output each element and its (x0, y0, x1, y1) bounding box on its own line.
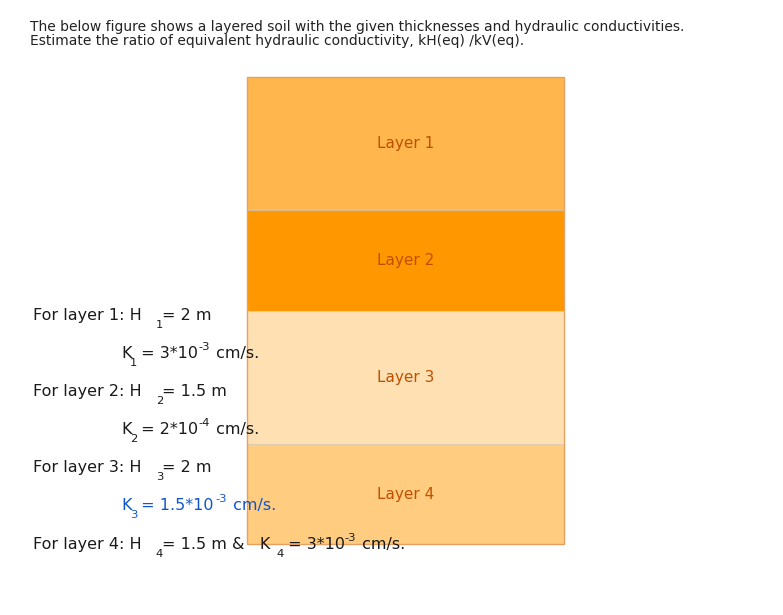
Text: For layer 3: H: For layer 3: H (33, 460, 142, 475)
Text: The below figure shows a layered soil with the given thicknesses and hydraulic c: The below figure shows a layered soil wi… (30, 20, 684, 34)
Text: Layer 3: Layer 3 (377, 370, 434, 385)
Text: 4: 4 (276, 549, 283, 558)
Text: cm/s.: cm/s. (228, 498, 276, 514)
Text: K: K (121, 498, 132, 514)
Text: 1: 1 (156, 320, 163, 330)
Text: = 1.5*10: = 1.5*10 (136, 498, 214, 514)
Bar (247, 77, 564, 210)
Text: = 1.5 m &   K: = 1.5 m & K (162, 536, 271, 552)
Text: 4: 4 (156, 549, 163, 558)
Text: Estimate the ratio of equivalent hydraulic conductivity, kH(eq) /kV(eq).: Estimate the ratio of equivalent hydraul… (30, 34, 524, 48)
Text: = 1.5 m: = 1.5 m (162, 384, 227, 399)
Text: For layer 1: H: For layer 1: H (33, 308, 142, 323)
Text: = 3*10: = 3*10 (283, 536, 345, 552)
Bar (247, 311, 564, 444)
Text: K: K (121, 346, 132, 361)
Text: 1: 1 (130, 358, 137, 368)
Text: 2: 2 (156, 396, 163, 406)
Text: 3: 3 (156, 472, 163, 482)
Text: -3: -3 (345, 533, 355, 542)
Text: -4: -4 (198, 418, 209, 428)
Text: cm/s.: cm/s. (211, 346, 259, 361)
Text: 3: 3 (130, 510, 138, 520)
Text: = 2*10: = 2*10 (136, 422, 199, 437)
Text: -3: -3 (215, 494, 227, 504)
Text: -3: -3 (198, 342, 210, 352)
Text: Layer 4: Layer 4 (377, 486, 434, 502)
Text: For layer 2: H: For layer 2: H (33, 384, 142, 399)
Text: 2: 2 (130, 434, 137, 444)
Bar (247, 444, 564, 544)
Text: = 3*10: = 3*10 (136, 346, 198, 361)
Text: Layer 1: Layer 1 (377, 136, 434, 151)
Text: cm/s.: cm/s. (211, 422, 259, 437)
Text: K: K (121, 422, 132, 437)
Text: cm/s.: cm/s. (357, 536, 405, 552)
Text: = 2 m: = 2 m (162, 460, 211, 475)
Text: For layer 4: H: For layer 4: H (33, 536, 142, 552)
Text: Layer 2: Layer 2 (377, 253, 434, 268)
Text: = 2 m: = 2 m (162, 308, 211, 323)
Bar (247, 77, 564, 544)
Bar (247, 210, 564, 311)
